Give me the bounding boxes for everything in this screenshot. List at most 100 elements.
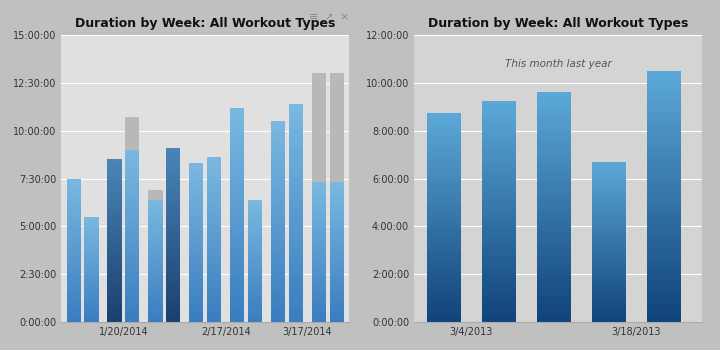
Bar [271,224,285,226]
Bar [427,191,461,194]
Bar [207,158,221,160]
Bar [230,140,244,142]
Bar [230,172,244,175]
Bar [537,259,571,262]
Bar [592,312,626,314]
Bar [66,306,81,308]
Bar [66,261,81,263]
Bar [482,319,516,322]
Bar [482,267,516,270]
Bar [107,234,122,237]
Bar [330,235,344,237]
Bar [330,303,344,304]
Bar [66,265,81,266]
Bar [427,296,461,299]
Bar [107,182,122,184]
Bar [125,275,140,277]
Bar [66,234,81,236]
Bar [107,192,122,194]
Bar [427,173,461,175]
Bar [647,187,681,190]
Bar [166,315,180,318]
Bar [482,117,516,120]
Bar [230,188,244,191]
Bar [166,261,180,263]
Bar [289,240,303,243]
Bar [289,167,303,169]
Bar [125,210,140,212]
Bar [647,184,681,187]
Bar [107,320,122,322]
Bar [289,224,303,226]
Bar [312,195,326,196]
Bar [166,196,180,198]
Bar [647,240,681,244]
Bar [289,107,303,109]
Bar [230,124,244,126]
Bar [148,284,163,285]
Bar [166,185,180,187]
Bar [592,182,626,184]
Bar [289,303,303,306]
Bar [230,169,244,172]
Bar [592,198,626,200]
Bar [289,243,303,246]
Bar [230,244,244,247]
Bar [427,116,461,118]
Bar [647,294,681,297]
Bar [592,236,626,238]
Bar [647,218,681,222]
Bar [330,317,344,318]
Bar [647,316,681,319]
Bar [207,228,221,230]
Bar [330,228,344,230]
Bar [166,231,180,233]
Bar [330,282,344,284]
Bar [647,237,681,240]
Bar [107,210,122,212]
Bar [312,237,326,238]
Bar [189,312,204,314]
Bar [189,318,204,320]
Bar [148,252,163,253]
Bar [537,293,571,296]
Bar [482,297,516,300]
Bar [107,206,122,208]
Bar [592,167,626,168]
Bar [189,259,204,260]
Bar [66,238,81,239]
Bar [166,204,180,206]
Bar [125,238,140,240]
Bar [248,288,262,290]
Bar [330,273,344,275]
Bar [271,202,285,204]
Bar [207,291,221,293]
Bar [427,288,461,290]
Bar [148,230,163,232]
Bar [482,236,516,239]
Bar [271,131,285,134]
Bar [207,162,221,163]
Bar [189,271,204,272]
Bar [189,187,204,189]
Bar [289,147,303,150]
Bar [330,214,344,216]
Bar [482,245,516,247]
Bar [125,169,140,171]
Bar [647,127,681,131]
Bar [84,308,99,309]
Bar [248,203,262,204]
Bar [427,126,461,128]
Bar [84,310,99,312]
Bar [537,288,571,290]
Bar [230,132,244,134]
Bar [189,290,204,292]
Bar [84,279,99,280]
Bar [230,233,244,236]
Bar [207,250,221,252]
Bar [125,212,140,214]
Bar [148,272,163,273]
Bar [125,313,140,316]
Bar [230,212,244,215]
Bar [537,299,571,302]
